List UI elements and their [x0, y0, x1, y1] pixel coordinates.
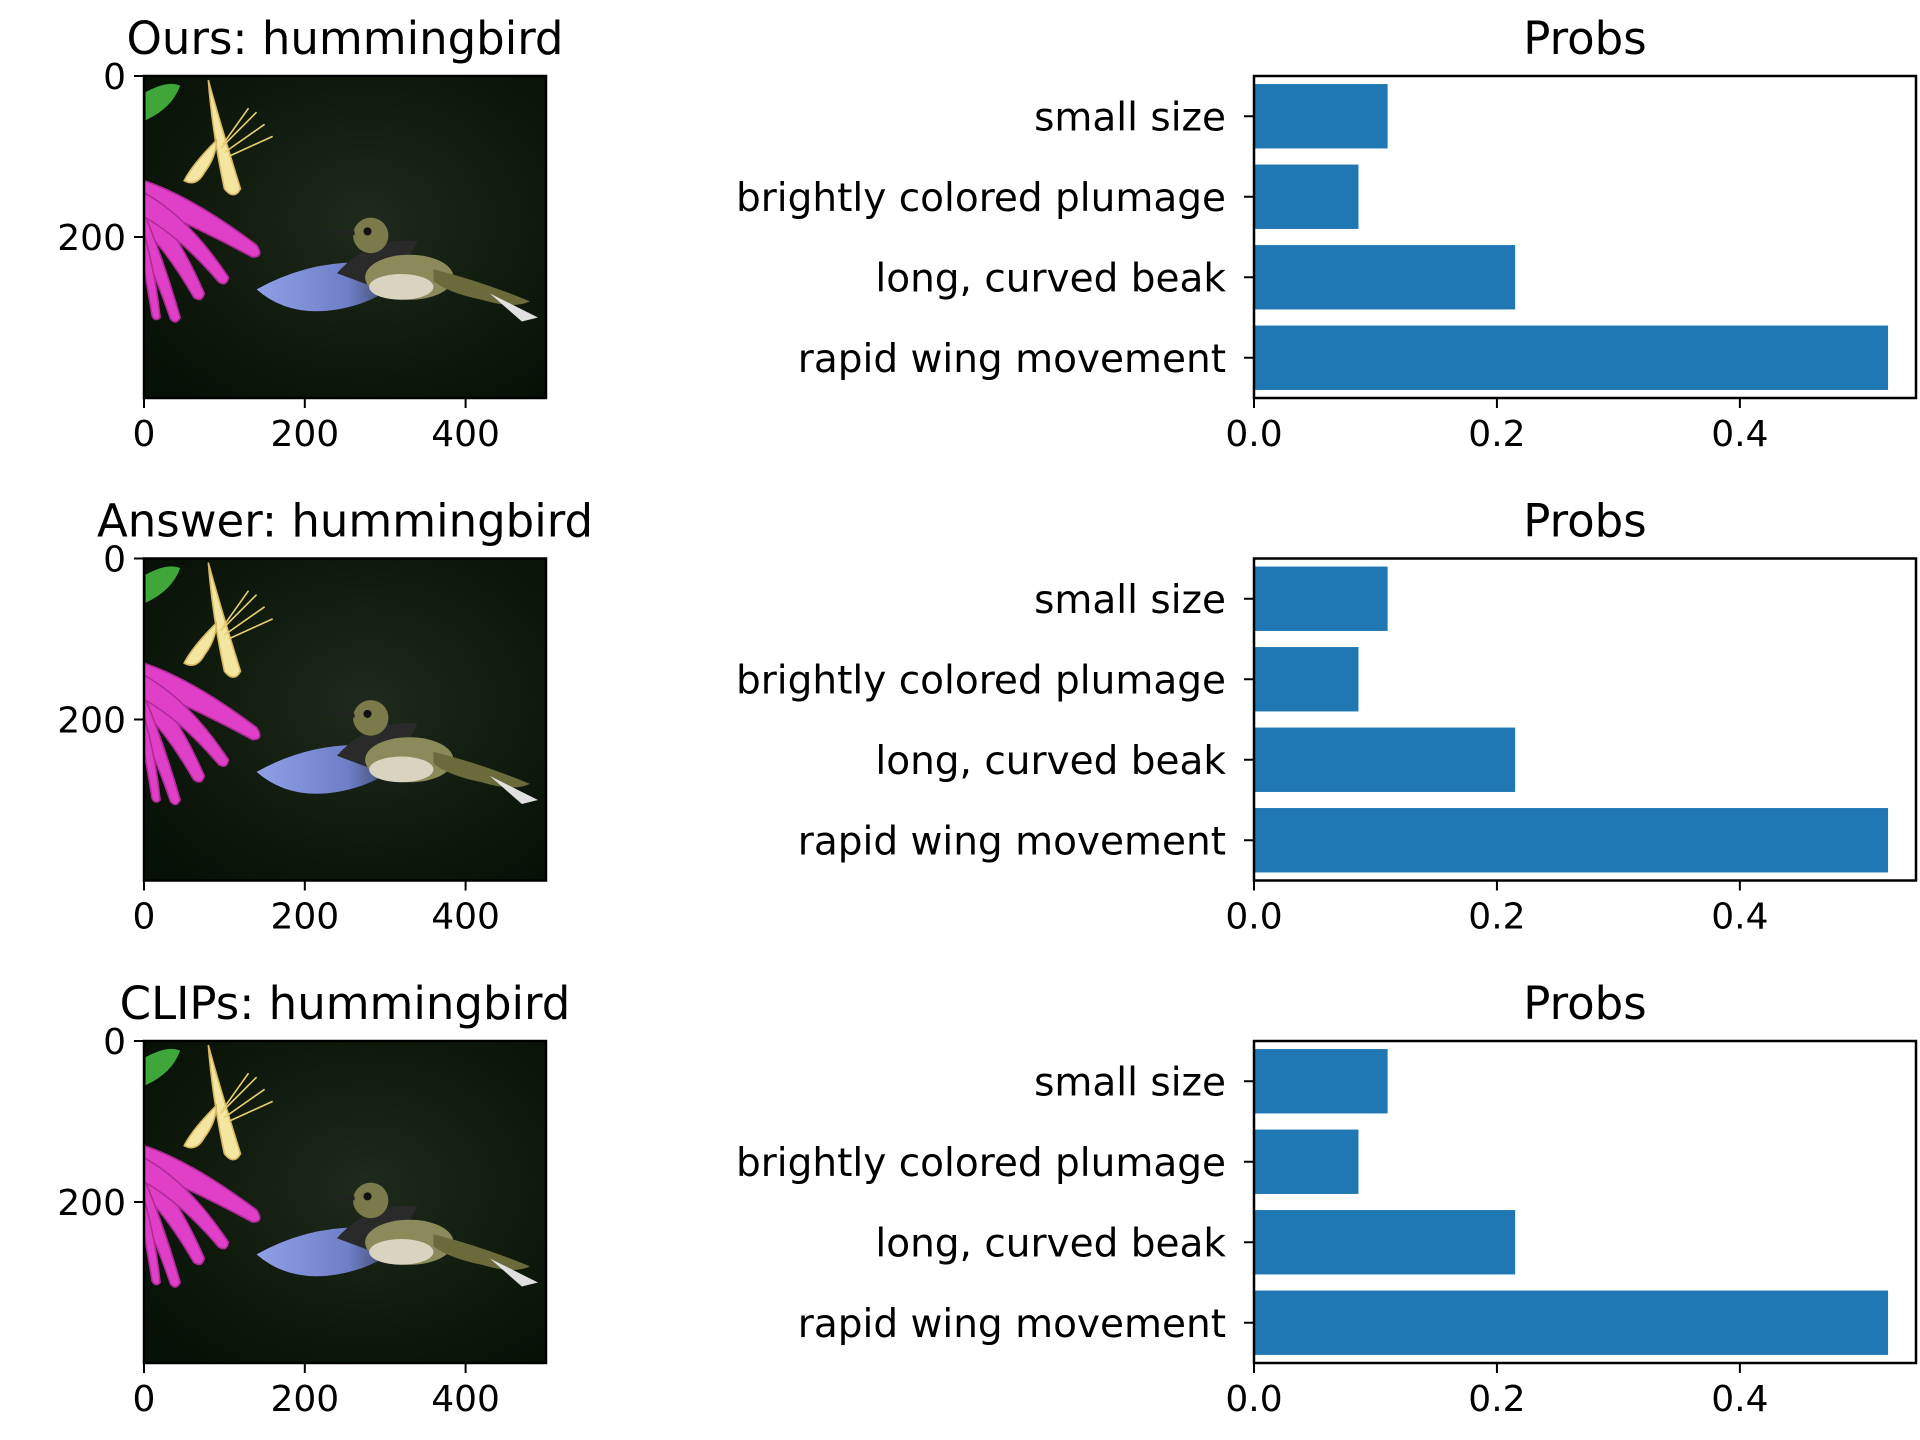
bar	[1254, 1049, 1388, 1114]
x-tick-label: 400	[431, 414, 500, 455]
hummingbird-photo	[144, 76, 546, 398]
x-tick-label: 0.4	[1711, 1379, 1768, 1420]
hummingbird-photo	[144, 558, 546, 881]
bar	[1254, 1290, 1889, 1355]
x-tick-label: 0.4	[1711, 897, 1768, 938]
bar-frame	[1252, 1039, 1918, 1365]
bar-panel: Probs small size brightly colored plumage l…	[736, 12, 1918, 455]
x-tick-label: 200	[270, 1379, 339, 1420]
image-title: Answer: hummingbird	[97, 495, 593, 548]
bar	[1254, 84, 1388, 149]
y-tick-label: 200	[57, 218, 126, 259]
x-tick-label: 200	[270, 414, 339, 455]
category-label: small size	[1034, 1060, 1226, 1105]
category-label: brightly colored plumage	[736, 1141, 1226, 1186]
x-tick-label: 0.0	[1225, 1379, 1282, 1420]
image-title: Ours: hummingbird	[127, 12, 564, 65]
category-label: rapid wing movement	[798, 337, 1226, 382]
bar	[1254, 164, 1359, 229]
y-tick-label: 200	[57, 701, 126, 742]
category-label: long, curved beak	[875, 256, 1226, 301]
bar	[1254, 566, 1388, 631]
x-tick-label: 0.4	[1711, 414, 1768, 455]
bar	[1254, 647, 1359, 712]
x-tick-label: 200	[270, 897, 339, 938]
category-label: long, curved beak	[875, 1221, 1226, 1266]
x-tick-label: 0	[133, 897, 156, 938]
bar	[1254, 727, 1516, 792]
bar-panel: Probs small size brightly colored plumage l…	[736, 977, 1918, 1420]
bar-title: Probs	[1523, 977, 1646, 1030]
x-tick-label: 400	[431, 1379, 500, 1420]
y-tick-label: 200	[57, 1183, 126, 1224]
category-label: small size	[1034, 95, 1226, 140]
x-tick-label: 0.0	[1225, 414, 1282, 455]
category-label: rapid wing movement	[798, 1302, 1226, 1347]
image-title: CLIPs: hummingbird	[120, 977, 571, 1030]
bar	[1254, 245, 1516, 310]
x-tick-label: 400	[431, 897, 500, 938]
category-label: long, curved beak	[875, 739, 1226, 784]
y-tick-label: 0	[103, 540, 126, 581]
bar-frame	[1252, 557, 1918, 882]
bar-panel: Probs small size brightly colored plumage l…	[736, 495, 1918, 938]
x-tick-label: 0	[133, 414, 156, 455]
category-label: small size	[1034, 578, 1226, 623]
bar-frame	[1252, 74, 1918, 400]
bar	[1254, 808, 1889, 873]
y-tick-label: 0	[103, 57, 126, 98]
category-label: rapid wing movement	[798, 819, 1226, 864]
hummingbird-photo	[144, 1041, 546, 1363]
bar-title: Probs	[1523, 12, 1646, 65]
bar	[1254, 1129, 1359, 1194]
bar	[1254, 1210, 1516, 1275]
bar	[1254, 325, 1889, 390]
y-tick-label: 0	[103, 1022, 126, 1063]
x-tick-label: 0.2	[1468, 414, 1525, 455]
bar-title: Probs	[1523, 495, 1646, 548]
category-label: brightly colored plumage	[736, 176, 1226, 221]
category-label: brightly colored plumage	[736, 658, 1226, 703]
x-tick-label: 0.0	[1225, 897, 1282, 938]
x-tick-label: 0	[133, 1379, 156, 1420]
x-tick-label: 0.2	[1468, 897, 1525, 938]
x-tick-label: 0.2	[1468, 1379, 1525, 1420]
